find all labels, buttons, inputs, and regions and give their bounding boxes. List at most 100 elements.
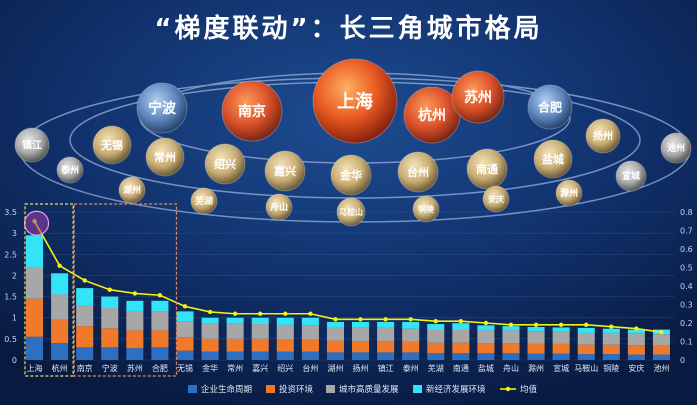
bar-segment xyxy=(251,324,269,339)
bar-segment xyxy=(201,317,219,324)
planet-sphere xyxy=(14,127,50,163)
bar-segment xyxy=(652,354,670,360)
planet-label: 常州 xyxy=(154,150,176,164)
bar-segment xyxy=(627,354,645,360)
bar-segment xyxy=(276,317,294,325)
mean-line-point xyxy=(358,317,363,322)
bar-segment xyxy=(251,351,269,360)
planet-sphere xyxy=(466,148,508,190)
y-right-tick-label: 0.5 xyxy=(680,264,693,273)
planet-label: 扬州 xyxy=(593,130,613,143)
bar-segment xyxy=(101,347,119,360)
planet-row4-6: 滁州 xyxy=(555,179,583,207)
legend-item: 新经济发展环境 xyxy=(413,384,486,395)
y-right-tick-label: 0.6 xyxy=(680,245,693,254)
x-tick-label: 盐城 xyxy=(478,363,494,373)
mean-line-point xyxy=(383,317,388,322)
mean-line-point xyxy=(157,293,163,298)
bar-segment xyxy=(577,327,595,333)
planet-label: 宣城 xyxy=(622,170,640,182)
mean-line-point xyxy=(433,318,438,324)
planet-sphere xyxy=(190,187,218,215)
bar-segment xyxy=(552,327,570,332)
bar-segment xyxy=(527,331,545,344)
bar-segment xyxy=(377,321,395,328)
planet-sphere xyxy=(221,80,283,142)
bar-segment xyxy=(51,273,69,295)
y-right-tick-label: 0.3 xyxy=(680,301,693,310)
x-tick-label: 马鞍山 xyxy=(574,363,598,373)
planet-sphere xyxy=(336,197,366,227)
mean-line-point xyxy=(207,309,213,315)
x-tick-label: 芜湖 xyxy=(428,363,444,373)
y-left-tick-label: 3 xyxy=(12,229,17,238)
planet-row3-1: 绍兴 xyxy=(204,143,246,185)
x-axis-labels: 上海 杭州 南京 宁波 苏州 合肥 无锡 金华 常州 嘉兴 绍兴 台州 湖州 扬州 镇江 泰州 芜湖 南通 盐城 舟山… xyxy=(27,363,670,373)
mean-line-point xyxy=(57,263,62,268)
planet-label: 宁波 xyxy=(148,100,177,117)
mean-line-point xyxy=(483,320,489,326)
bar-segment xyxy=(552,353,570,360)
mean-line-path xyxy=(33,220,662,334)
planet-label: 合肥 xyxy=(538,99,562,114)
mean-line-point xyxy=(107,287,112,292)
planet-row4-0: 湖州 xyxy=(118,176,146,204)
y-left-tick-label: 3.5 xyxy=(4,208,17,217)
bar-segment xyxy=(201,351,219,360)
bars xyxy=(26,235,670,360)
bar-segment xyxy=(251,317,269,325)
bar-segment xyxy=(477,353,495,360)
legend-label: 城市高质量发展 xyxy=(339,384,399,395)
bar-segment xyxy=(502,353,520,360)
planet-label: 南通 xyxy=(476,162,498,176)
bar-segment xyxy=(502,326,520,331)
bar-segment xyxy=(652,334,670,346)
x-tick-label: 绍兴 xyxy=(277,363,293,373)
bar-segment xyxy=(126,348,144,360)
planet-row4-2: 舟山 xyxy=(265,193,293,221)
planet-sphere xyxy=(145,137,185,177)
legend-item: 企业生命周期 xyxy=(188,384,252,395)
planet-row3-5: 南通 xyxy=(466,148,508,190)
planet-sphere xyxy=(660,132,692,164)
bar-segment xyxy=(301,317,319,326)
mean-line-point xyxy=(182,304,188,309)
mean-line-point xyxy=(584,322,589,328)
bar-segment xyxy=(477,325,495,331)
planet-row4-1: 芜湖 xyxy=(190,187,218,215)
bar-segment xyxy=(352,327,370,342)
bar-segment xyxy=(402,352,420,360)
bar-segment xyxy=(101,296,119,308)
bar-segment xyxy=(26,235,44,267)
y-right-tick-label: 0.4 xyxy=(680,282,693,291)
legend-swatch xyxy=(188,385,197,393)
planet-row3-3: 金华 xyxy=(330,154,372,196)
bar-segment xyxy=(352,341,370,353)
bar-segment xyxy=(627,333,645,346)
planet-label: 舟山 xyxy=(270,201,288,213)
bar-segment xyxy=(26,266,44,299)
bar-segment xyxy=(276,351,294,360)
x-tick-label: 宣城 xyxy=(553,363,569,373)
x-tick-label: 无锡 xyxy=(177,364,193,373)
x-tick-label: 安庆 xyxy=(628,363,644,373)
bar-segment xyxy=(377,352,395,360)
planet-label: 盐城 xyxy=(542,152,564,166)
bar-segment xyxy=(126,310,144,331)
bar-segment xyxy=(101,328,119,348)
x-tick-label: 合肥 xyxy=(152,363,168,373)
bar-segment xyxy=(151,311,169,331)
planet-label: 绍兴 xyxy=(214,157,236,171)
bar-segment xyxy=(226,338,244,352)
bar-segment xyxy=(176,350,194,360)
bar-segment xyxy=(201,323,219,339)
planet-row1-1: 南京 xyxy=(221,80,283,142)
x-tick-label: 杭州 xyxy=(52,363,68,373)
bar-segment xyxy=(477,330,495,344)
mean-line-point xyxy=(659,330,664,335)
planet-label: 镇江 xyxy=(22,139,42,152)
bar-segment xyxy=(76,326,94,348)
y-left-tick-label: 1.5 xyxy=(4,293,17,302)
